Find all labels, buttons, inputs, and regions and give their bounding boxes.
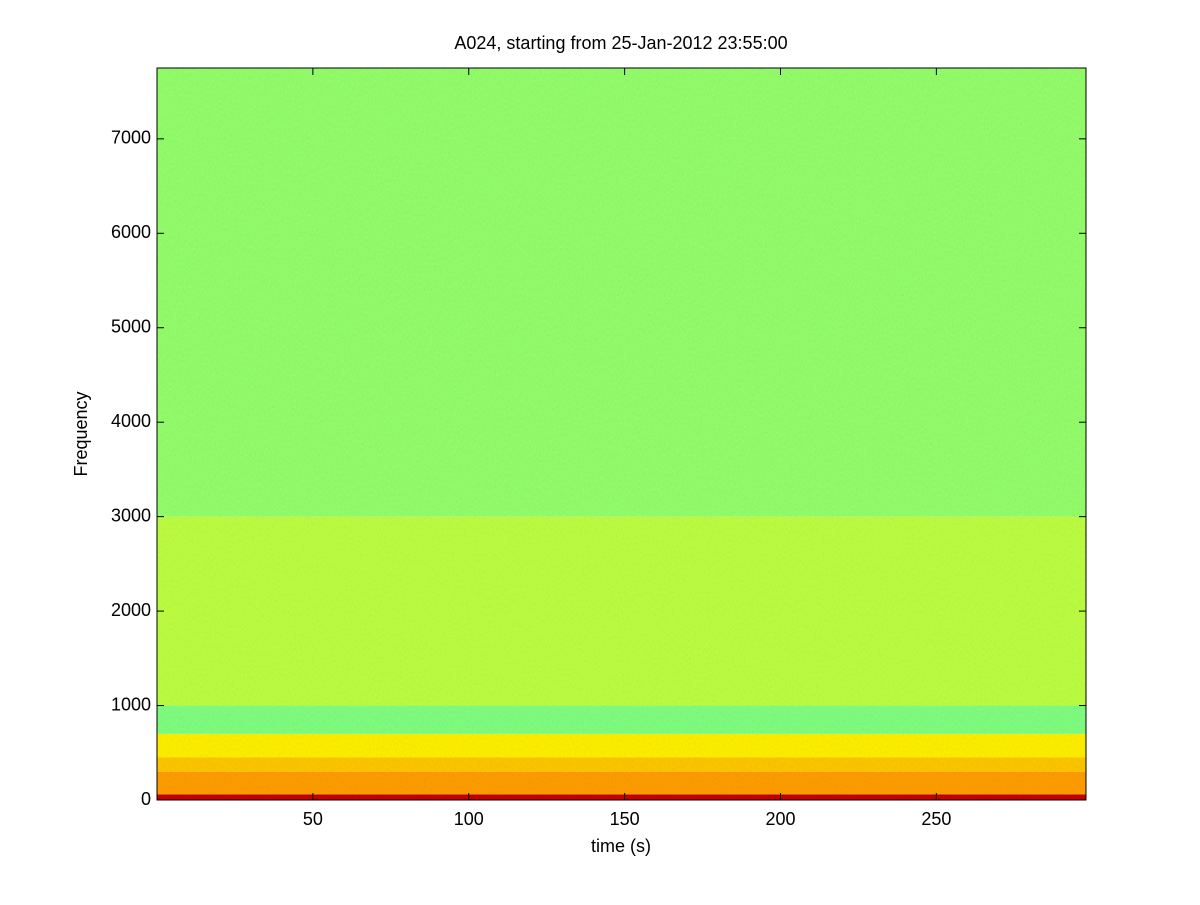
y-axis-label: Frequency [71,391,91,476]
x-tick-label: 150 [610,809,640,829]
axes-box [156,67,1087,801]
y-tick-label: 4000 [111,411,151,431]
y-tick-label: 6000 [111,222,151,242]
chart-title: A024, starting from 25-Jan-2012 23:55:00 [454,33,787,53]
x-axis-label: time (s) [591,836,651,856]
y-tick-label: 2000 [111,600,151,620]
y-tick-label: 5000 [111,316,151,336]
y-tick-label: 0 [141,789,151,809]
x-tick-label: 250 [921,809,951,829]
y-tick-label: 3000 [111,505,151,525]
noise-texture [157,68,1086,800]
y-tick-label: 1000 [111,694,151,714]
x-tick-label: 50 [303,809,323,829]
y-tick-label: 7000 [111,128,151,148]
x-tick-label: 100 [454,809,484,829]
x-tick-label: 200 [765,809,795,829]
